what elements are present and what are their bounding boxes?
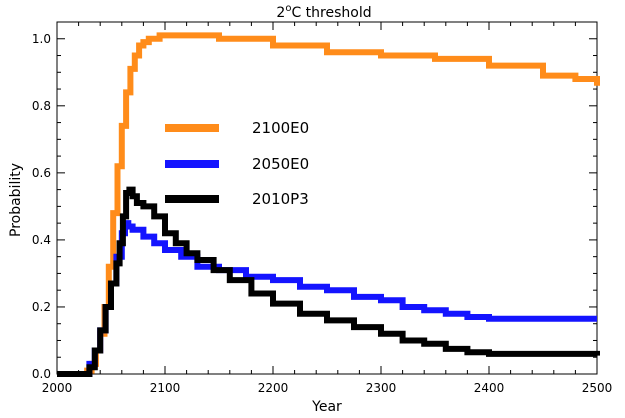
x-tick-label: 2300 <box>366 381 397 395</box>
legend-label-2010P3: 2010P3 <box>252 190 309 208</box>
chart-title-base: 2 <box>276 5 285 21</box>
y-axis-title: Probability <box>8 163 24 237</box>
plot-area: 2000 2100 2200 2300 2400 2500 0.0 0.2 0.4 0.6 0.8 1… <box>32 21 613 395</box>
legend: 2100E0 2050E0 2010P3 <box>165 119 309 208</box>
x-tick-label: 2200 <box>258 381 289 395</box>
y-tick-label: 0.8 <box>32 99 51 113</box>
x-tick-label: 2500 <box>582 381 613 395</box>
x-axis-title: Year <box>311 399 342 415</box>
plot-frame <box>56 21 598 375</box>
y-tick-label: 0.4 <box>32 233 51 247</box>
y-tick-label: 0.6 <box>32 166 51 180</box>
legend-label-2050E0: 2050E0 <box>252 155 309 173</box>
x-tick-label: 2000 <box>42 381 73 395</box>
chart-title-superscript: o <box>285 3 291 14</box>
series-line-2010P3 <box>57 186 600 377</box>
x-tick-label: 2100 <box>150 381 181 395</box>
chart-title-rest: C threshold <box>291 5 371 21</box>
legend-label-2100E0: 2100E0 <box>252 119 309 137</box>
y-tick-label: 0.2 <box>32 300 51 314</box>
y-tick-label: 0.0 <box>32 367 51 381</box>
x-tick-label: 2400 <box>474 381 505 395</box>
chart-title: 2oC threshold <box>276 3 371 21</box>
y-tick-label: 1.0 <box>32 32 51 46</box>
